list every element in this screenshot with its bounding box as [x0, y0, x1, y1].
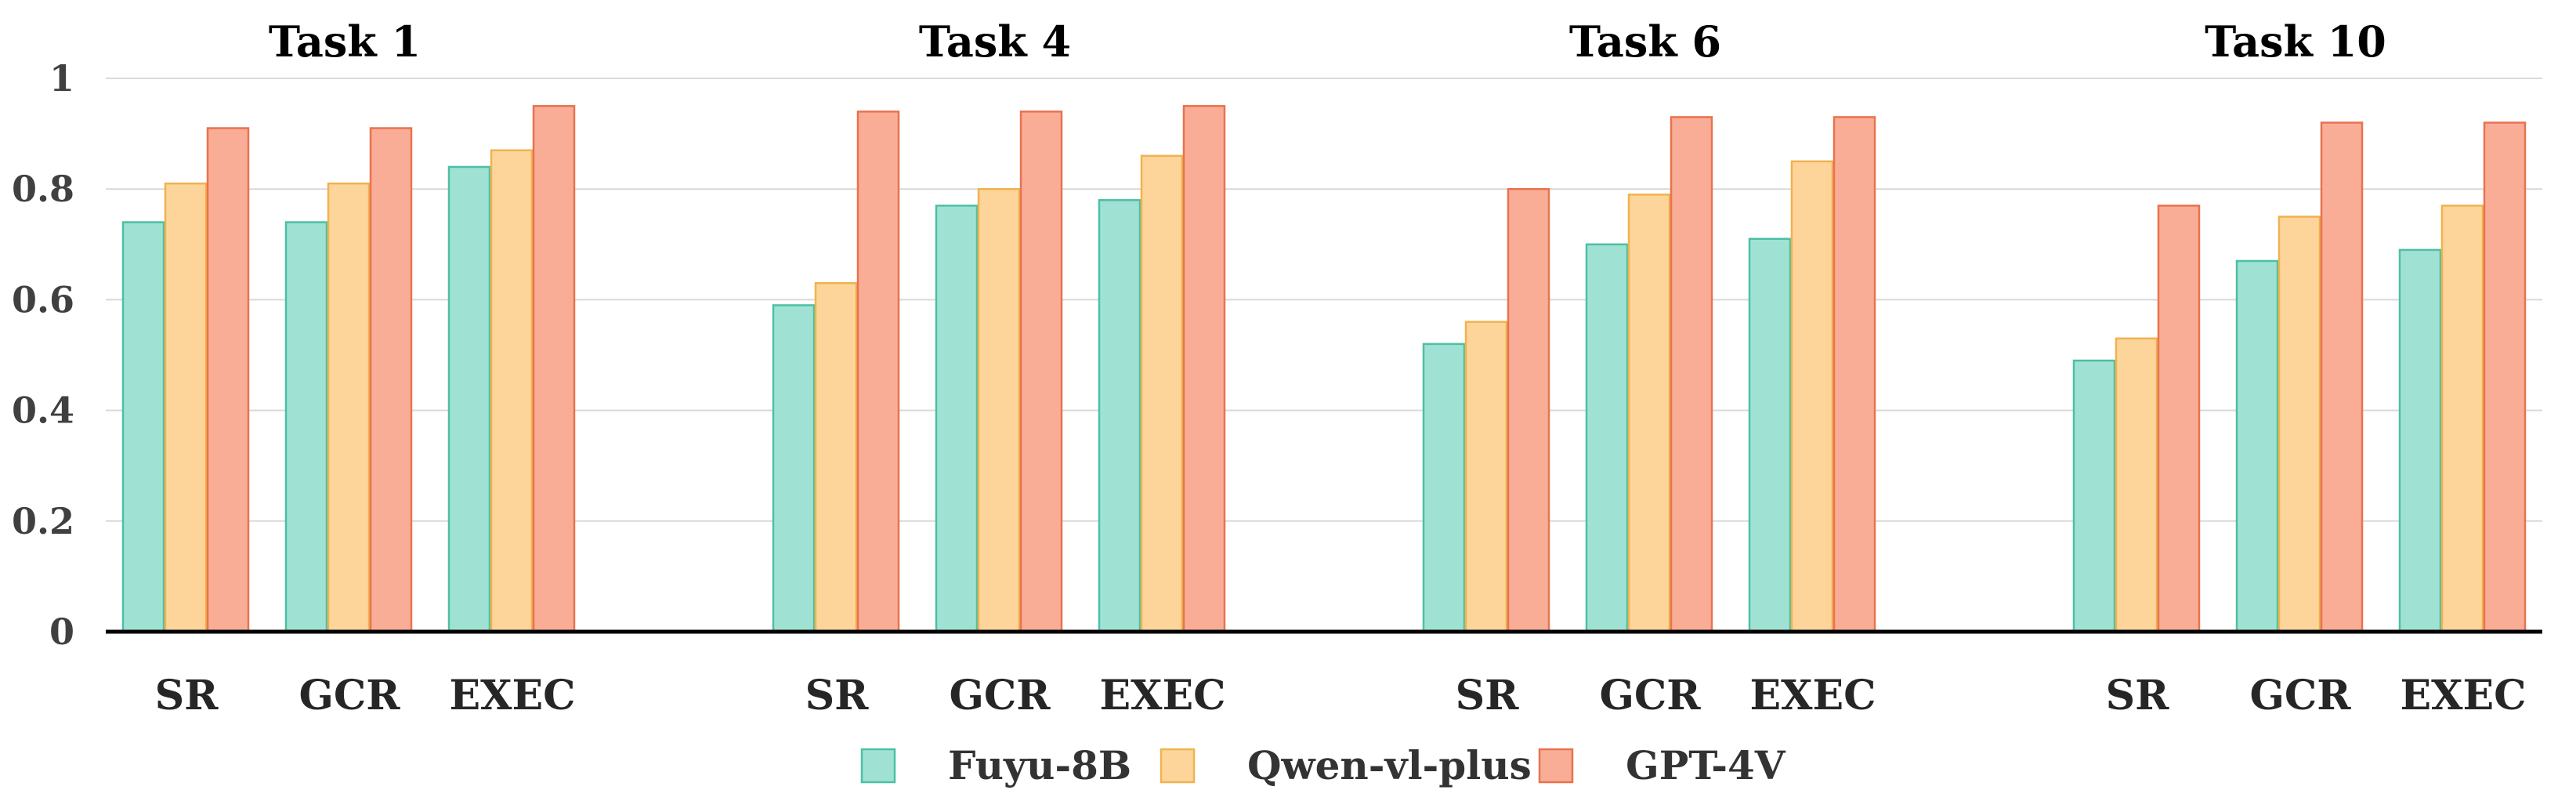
bar: [1833, 116, 1876, 633]
x-tick-label: GCR: [298, 672, 400, 719]
bar: [1790, 160, 1834, 633]
bar: [164, 182, 208, 633]
bar: [2157, 205, 2201, 633]
x-tick-label: EXEC: [2400, 672, 2526, 719]
x-tick-label: EXEC: [1099, 672, 1225, 719]
panel-title: Task 1: [269, 16, 421, 67]
bar: [1098, 199, 1141, 633]
bar: [772, 304, 816, 633]
bar: [121, 221, 165, 633]
bar: [2235, 259, 2279, 633]
bar: [1507, 187, 1550, 633]
bar: [2440, 205, 2484, 633]
y-tick-label: 0.4: [12, 390, 74, 432]
y-tick-label: 1: [49, 57, 74, 100]
bar: [1670, 116, 1713, 633]
panel-titles: Task 1 Task 4 Task 6 Task 10: [269, 16, 2386, 67]
bar: [1748, 237, 1792, 633]
y-tick-label: 0: [49, 611, 74, 653]
bar: [1627, 194, 1671, 633]
bar: [977, 187, 1021, 633]
bar: [490, 149, 534, 633]
bar: [1585, 243, 1629, 633]
legend-label: Fuyu-8B: [948, 742, 1131, 788]
bar: [2072, 359, 2116, 633]
bar: [2320, 121, 2364, 633]
bar: [206, 127, 250, 633]
panel-title: Task 10: [2205, 16, 2386, 67]
bar: [2115, 337, 2158, 633]
legend-label: Qwen-vl-plus: [1247, 742, 1532, 788]
legend-swatch: [1538, 748, 1574, 784]
bar: [935, 205, 979, 633]
bar: [814, 281, 858, 633]
bar: [1140, 154, 1184, 633]
bar: [1422, 343, 1466, 633]
x-tick-label: SR: [155, 672, 219, 719]
bar: [447, 165, 491, 633]
x-tick-label: GCR: [2249, 672, 2351, 719]
x-tick-label: SR: [1456, 672, 1520, 719]
legend-swatch: [860, 748, 896, 784]
bar: [1464, 321, 1508, 633]
y-tick-label: 0.6: [12, 278, 74, 321]
bar: [327, 182, 371, 633]
legend-label: GPT-4V: [1626, 742, 1786, 788]
x-tick-label: SR: [2106, 672, 2170, 719]
bar: [369, 127, 413, 633]
y-tick-label: 0.8: [12, 168, 74, 210]
bar: [284, 221, 328, 633]
panel-title: Task 6: [1569, 16, 1721, 67]
bar: [2483, 121, 2527, 633]
legend-swatch: [1160, 748, 1196, 784]
x-tick-label: EXEC: [1749, 672, 1876, 719]
bar: [1182, 105, 1226, 633]
x-tick-label: GCR: [949, 672, 1051, 719]
legend: Fuyu-8B Qwen-vl-plus GPT-4V: [860, 742, 1786, 788]
bar: [2278, 216, 2321, 633]
x-axis-ticks: SR GCR EXEC SR GCR EXEC SR GCR EXEC SR GCR EXEC: [155, 672, 2527, 719]
x-tick-label: GCR: [1599, 672, 1701, 719]
bar: [856, 111, 900, 633]
y-tick-label: 0.2: [12, 500, 74, 542]
bar: [532, 105, 576, 633]
bars: [121, 105, 2527, 633]
bar: [2398, 248, 2442, 633]
bar: [1019, 111, 1063, 633]
y-axis-ticks: 0 0.2 0.4 0.6 0.8 1: [12, 57, 74, 653]
x-tick-label: SR: [805, 672, 870, 719]
x-tick-label: EXEC: [449, 672, 575, 719]
panel-title: Task 4: [919, 16, 1071, 67]
